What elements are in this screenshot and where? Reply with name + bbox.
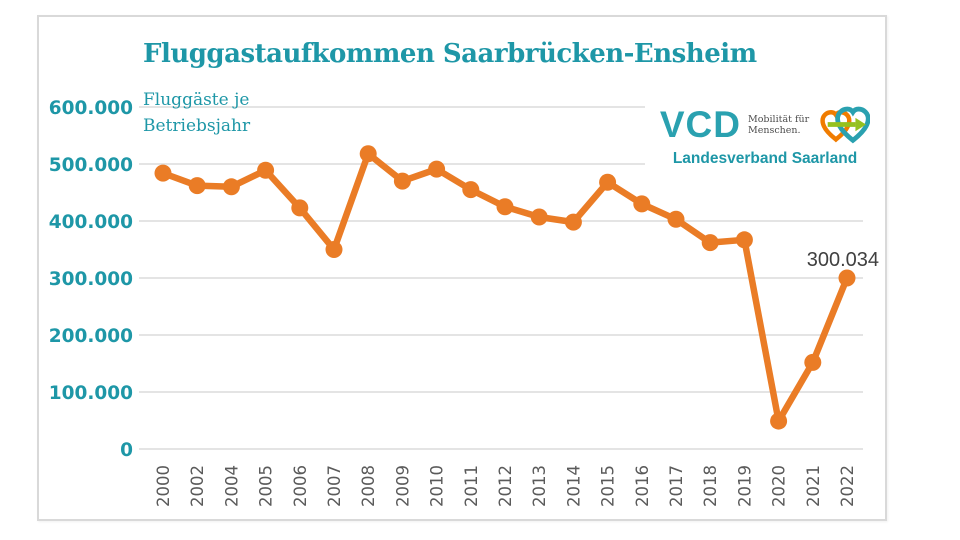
data-point-2015 <box>599 173 617 191</box>
x-axis-label: 2008 <box>359 465 378 507</box>
data-point-2002 <box>188 177 206 195</box>
x-axis-label: 2022 <box>838 465 857 507</box>
chart-subtitle: Fluggäste je Betriebsjahr <box>143 87 250 139</box>
y-axis-label: 300.000 <box>49 269 133 290</box>
x-axis-label: 2020 <box>770 465 789 507</box>
vcd-tagline-line-2: Menschen. <box>747 125 801 136</box>
data-point-2007 <box>325 241 343 258</box>
y-axis-label: 600.000 <box>49 98 133 119</box>
subtitle-line-2: Betriebsjahr <box>143 116 251 136</box>
value-annotation: 300.034 <box>807 249 879 271</box>
vcd-logo-row: VCD Mobilität für Menschen. <box>659 103 871 147</box>
x-axis-label: 2000 <box>154 465 173 507</box>
x-axis-label: 2013 <box>530 465 549 507</box>
x-axis-label: 2019 <box>735 465 754 507</box>
data-point-2022 <box>838 269 856 287</box>
vcd-hearts-arrow-icon <box>820 106 871 144</box>
data-point-2005 <box>257 161 275 179</box>
data-line <box>159 150 851 425</box>
x-axis-label: 2009 <box>393 465 412 507</box>
data-point-2010 <box>428 160 446 178</box>
data-point-2014 <box>564 213 582 231</box>
x-axis-label: 2016 <box>633 465 652 507</box>
y-axis-label: 500.000 <box>49 155 133 176</box>
vcd-logo: VCD Mobilität für Menschen. Landesverban… <box>645 99 885 174</box>
vcd-wordmark: VCD <box>659 104 741 145</box>
x-axis-label: 2005 <box>257 465 276 507</box>
x-axis-label: 2011 <box>462 465 481 507</box>
x-axis-label: 2014 <box>564 465 583 507</box>
y-axis-label: 400.000 <box>49 212 133 233</box>
x-axis-label: 2012 <box>496 465 515 507</box>
data-point-2009 <box>393 172 411 190</box>
data-point-2012 <box>496 198 514 216</box>
vcd-tagline: Mobilität für Menschen. <box>748 114 809 136</box>
y-axis-label: 100.000 <box>49 383 133 404</box>
x-axis-label: 2018 <box>701 465 720 507</box>
data-point-2013 <box>530 208 548 226</box>
x-axis-label: 2004 <box>222 465 241 507</box>
vcd-tagline-line-1: Mobilität für <box>747 114 810 125</box>
chart-card: 600.000 500.000 400.000 300.000 200.000 100.0… <box>37 15 887 521</box>
x-axis-label: 2002 <box>188 465 207 507</box>
x-axis-label: 2007 <box>325 465 344 507</box>
x-axis-label: 2021 <box>804 465 823 507</box>
data-point-2017 <box>667 210 685 228</box>
data-point-2018 <box>701 234 719 252</box>
chart-title: Fluggastaufkommen Saarbrücken-Ensheim <box>143 39 757 69</box>
data-point-2000 <box>154 164 172 182</box>
x-axis-label: 2017 <box>667 465 686 507</box>
data-point-2019 <box>735 231 753 249</box>
x-axis-label: 2010 <box>428 465 447 507</box>
y-axis-label: 0 <box>120 440 133 461</box>
data-point-2020 <box>770 412 788 430</box>
green-arrow-head <box>855 117 867 132</box>
chart-svg: 600.000 500.000 400.000 300.000 200.000 100.0… <box>49 98 879 507</box>
data-point-2006 <box>291 199 309 217</box>
data-point-2016 <box>633 195 651 213</box>
subtitle-line-1: Fluggäste je <box>143 90 250 110</box>
data-point-2008 <box>359 145 377 163</box>
teal-heart-icon <box>835 106 871 144</box>
data-point-2021 <box>804 353 822 371</box>
data-point-2004 <box>222 178 240 196</box>
y-axis-label: 200.000 <box>49 326 133 347</box>
logo-org-label: Landesverband Saarland <box>672 150 858 167</box>
data-point-2011 <box>462 181 480 199</box>
x-axis-label: 2015 <box>599 465 618 507</box>
x-axis-label: 2006 <box>291 465 310 507</box>
